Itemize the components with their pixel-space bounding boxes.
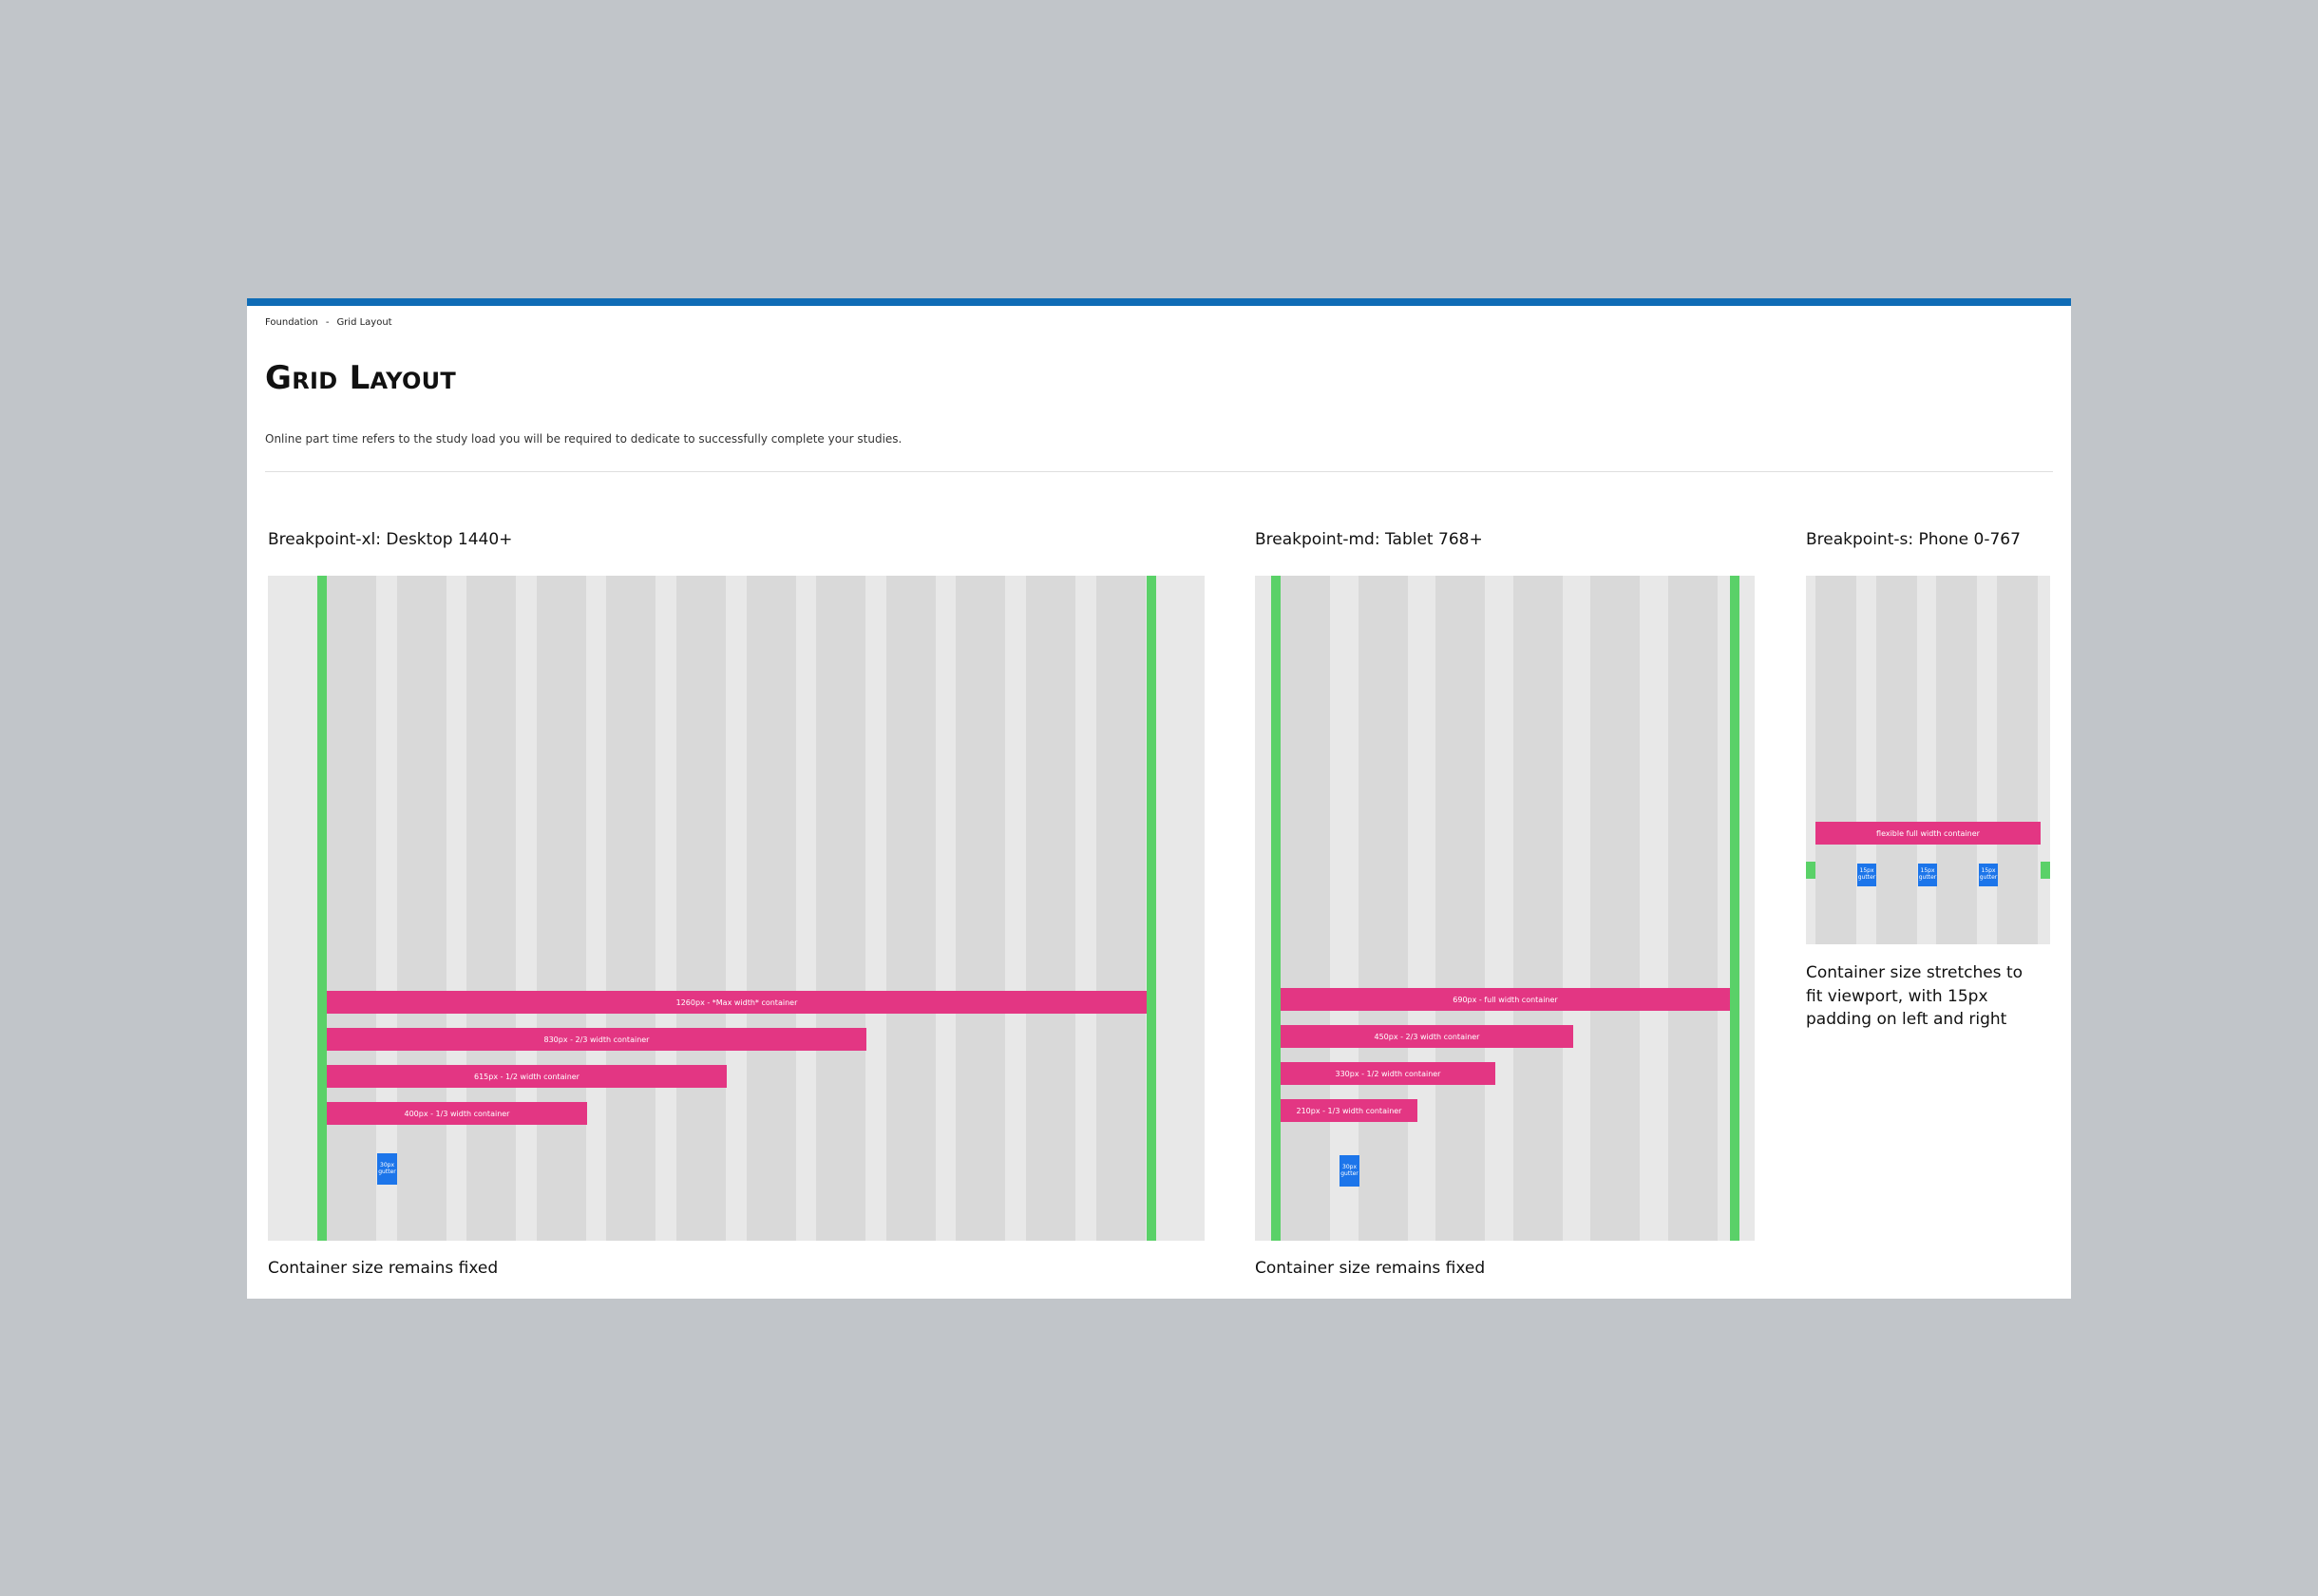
container-bar-one-third: 210px - 1/3 width container xyxy=(1281,1099,1417,1122)
breakpoint-md-label: Breakpoint-md: Tablet 768+ xyxy=(1255,530,1483,549)
breakpoint-xl-caption: Container size remains fixed xyxy=(268,1259,499,1278)
grid-column xyxy=(1026,576,1075,1241)
gutter-marker: 15px gutter xyxy=(1918,864,1937,886)
gutter-marker: 30px gutter xyxy=(1340,1155,1359,1187)
container-bar-two-thirds: 450px - 2/3 width container xyxy=(1281,1025,1573,1048)
breadcrumb: Foundation - Grid Layout xyxy=(265,317,392,328)
grid-column xyxy=(816,576,866,1241)
left-margin-marker xyxy=(1271,576,1281,1241)
grid-column xyxy=(1095,576,1146,1241)
breadcrumb-item-grid-layout: Grid Layout xyxy=(336,317,392,328)
grid-column xyxy=(885,576,936,1241)
grid-column xyxy=(1875,576,1917,944)
left-margin-marker xyxy=(317,576,327,1241)
gutter-marker: 15px gutter xyxy=(1857,864,1876,886)
divider xyxy=(265,471,2053,472)
container-bar-half: 330px - 1/2 width container xyxy=(1281,1062,1495,1085)
grid-column xyxy=(396,576,446,1241)
grid-column xyxy=(466,576,517,1241)
page-description: Online part time refers to the study loa… xyxy=(265,432,902,446)
right-margin-marker xyxy=(1147,576,1156,1241)
breakpoint-md-caption: Container size remains fixed xyxy=(1255,1259,1486,1278)
breakpoint-xl-grid: 1260px - *Max width* container 830px - 2… xyxy=(268,576,1205,1241)
grid-column xyxy=(606,576,656,1241)
page-title: Grid Layout xyxy=(265,359,457,397)
breadcrumb-item-foundation[interactable]: Foundation xyxy=(265,317,318,328)
grid-column xyxy=(746,576,796,1241)
breakpoint-s-grid: flexible full width container 15px gutte… xyxy=(1806,576,2050,944)
container-bar-one-third: 400px - 1/3 width container xyxy=(327,1102,587,1125)
left-margin-marker xyxy=(1806,862,1815,879)
grid-column xyxy=(1590,576,1640,1241)
grid-column xyxy=(1435,576,1485,1241)
grid-column xyxy=(327,576,376,1241)
container-bar-two-thirds: 830px - 2/3 width container xyxy=(327,1028,866,1051)
container-bar-flexible-full-width: flexible full width container xyxy=(1815,822,2041,845)
grid-column xyxy=(1815,576,1856,944)
breakpoint-s-caption: Container size stretches to fit viewport… xyxy=(1806,963,2024,1030)
grid-column xyxy=(1281,576,1330,1241)
container-bar-full-width: 690px - full width container xyxy=(1281,988,1730,1011)
gutter-marker: 15px gutter xyxy=(1979,864,1998,886)
right-margin-marker xyxy=(2041,862,2050,879)
breakpoint-md-grid: 690px - full width container 450px - 2/3… xyxy=(1255,576,1755,1241)
grid-column xyxy=(676,576,726,1241)
gutter-marker: 30px gutter xyxy=(377,1153,397,1185)
breadcrumb-separator: - xyxy=(325,317,330,328)
container-bar-half: 615px - 1/2 width container xyxy=(327,1065,727,1088)
grid-column xyxy=(1512,576,1563,1241)
grid-column xyxy=(956,576,1006,1241)
grid-column xyxy=(1667,576,1718,1241)
grid-layout-card: Foundation - Grid Layout Grid Layout Onl… xyxy=(247,298,2071,1299)
breakpoint-s-label: Breakpoint-s: Phone 0-767 xyxy=(1806,530,2021,549)
container-bar-max-width: 1260px - *Max width* container xyxy=(327,991,1147,1014)
grid-column xyxy=(536,576,586,1241)
grid-column xyxy=(1936,576,1978,944)
grid-column xyxy=(1997,576,2039,944)
breakpoint-xl-label: Breakpoint-xl: Desktop 1440+ xyxy=(268,530,513,549)
right-margin-marker xyxy=(1730,576,1739,1241)
grid-column xyxy=(1358,576,1408,1241)
